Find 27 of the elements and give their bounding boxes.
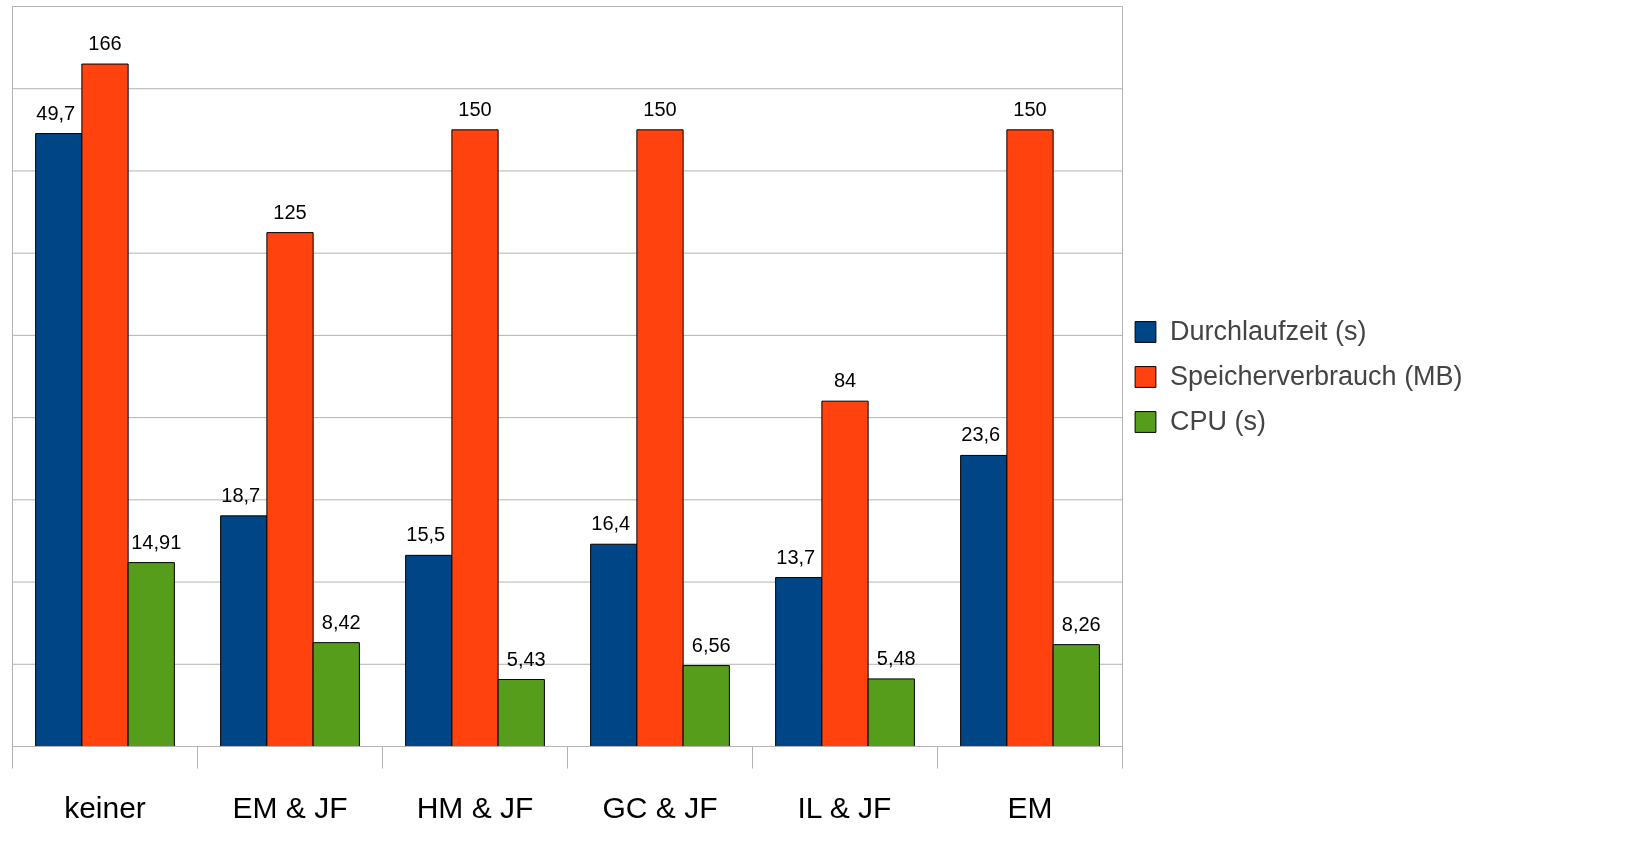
data-label: 84: [833, 369, 857, 392]
data-label: 6,56: [691, 633, 731, 656]
data-label: 5,48: [876, 646, 916, 669]
data-label: 18,7: [221, 483, 261, 506]
data-label: 5,43: [506, 647, 546, 670]
legend-label: CPU (s): [1170, 405, 1266, 437]
data-label: 166: [88, 32, 122, 55]
data-label: 150: [643, 97, 677, 120]
data-label: 8,26: [1061, 612, 1101, 635]
data-label: 15,5: [406, 523, 446, 546]
x-tick-label: EM & JF: [232, 790, 348, 824]
data-label: 150: [458, 97, 492, 120]
data-label: 8,42: [321, 610, 361, 633]
data-label: 150: [1013, 97, 1047, 120]
x-tick-label: GC & JF: [602, 790, 718, 824]
x-tick-label: HM & JF: [416, 790, 534, 824]
data-label: 16,4: [591, 512, 631, 535]
x-tick-label: IL & JF: [797, 790, 892, 824]
x-tick-label: keiner: [64, 790, 146, 824]
legend-label: Speicherverbrauch (MB): [1170, 360, 1463, 392]
data-label: 49,7: [36, 101, 76, 124]
legend-label: Durchlaufzeit (s): [1170, 315, 1367, 347]
x-tick-label: EM: [1007, 790, 1053, 824]
data-label: 23,6: [961, 423, 1001, 446]
data-label: 13,7: [776, 545, 816, 568]
data-label: 14,91: [131, 530, 182, 553]
data-label: 125: [273, 200, 307, 223]
